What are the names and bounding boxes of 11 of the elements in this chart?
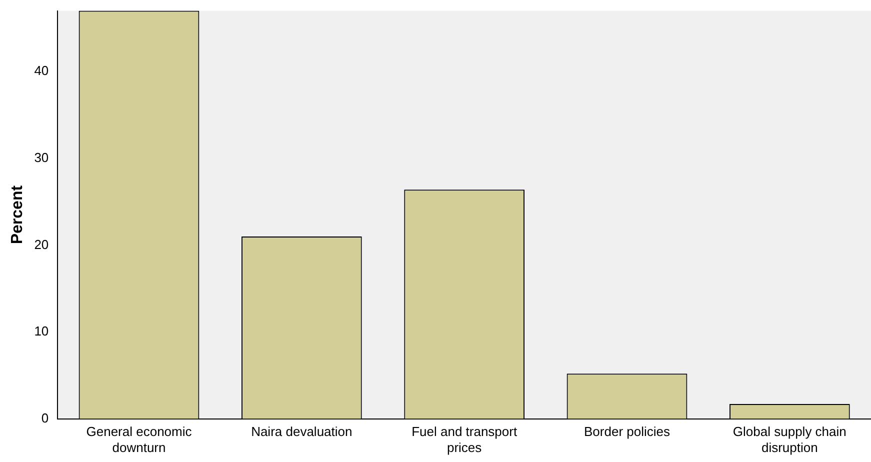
y-axis-title: Percent [9,184,26,244]
x-tick-label: Border policies [584,424,670,440]
y-tick-label: 20 [34,236,49,252]
y-tick-label: 40 [34,63,49,78]
x-tick-label: Fuel and transport prices [412,424,518,455]
y-tick-label: 10 [34,324,49,339]
x-tick-label: Naira devaluation [251,424,352,440]
y-tick-label: 0 [41,410,49,426]
y-tick-label: 30 [34,150,49,165]
x-tick-label: General economic downturn [86,424,192,455]
x-tick-label: Global supply chain disruption [732,424,846,455]
